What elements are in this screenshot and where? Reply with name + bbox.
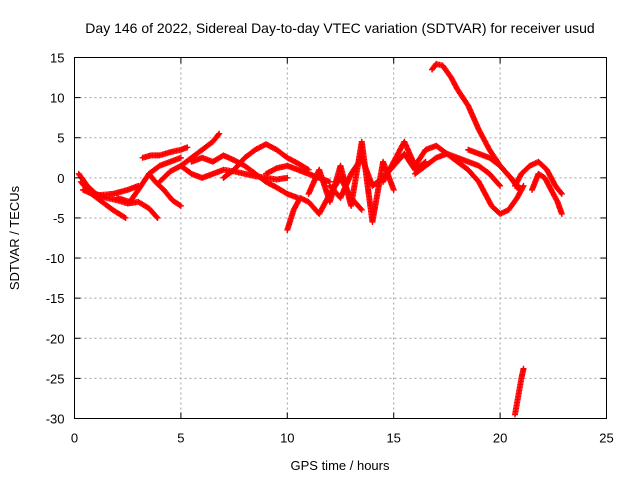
y-tick-label: -5 — [53, 211, 65, 226]
data-point — [122, 214, 129, 221]
series-arc-v — [511, 365, 527, 418]
data-point — [390, 186, 397, 193]
data-point — [216, 130, 223, 137]
axis-ticks: 0 5 10 15 20 25 15 10 5 0 -5 -10 -15 -20 -25 -30 — [46, 51, 614, 446]
y-tick-label: -10 — [46, 251, 65, 266]
data-point — [177, 154, 184, 161]
series-arc-o — [380, 138, 461, 185]
series-arc-c — [80, 182, 142, 199]
data-point — [176, 202, 183, 209]
y-tick-label: 10 — [50, 91, 64, 106]
y-tick-label: -30 — [46, 412, 65, 427]
series-arc-h — [177, 162, 291, 183]
data-point — [153, 213, 160, 220]
data-point — [177, 202, 184, 209]
data-point — [184, 144, 191, 151]
series-arc-j — [220, 141, 312, 181]
data-point — [284, 174, 291, 181]
data-point — [121, 214, 128, 221]
x-tick-label: 25 — [599, 431, 613, 446]
series-arc-d — [114, 154, 184, 205]
data-point — [357, 205, 364, 212]
data-point — [520, 182, 527, 189]
chart-title: Day 146 of 2022, Sidereal Day-to-day VTE… — [85, 20, 594, 36]
data-point — [558, 210, 565, 217]
series-arc-u — [529, 170, 565, 217]
data-point — [215, 131, 222, 138]
data-point — [496, 181, 503, 188]
x-tick-label: 10 — [280, 431, 294, 446]
y-tick-label: 15 — [50, 51, 64, 66]
y-tick-label: -25 — [46, 371, 65, 386]
data-point — [358, 206, 365, 213]
data-point — [154, 214, 161, 221]
x-axis-label: GPS time / hours — [291, 458, 390, 473]
data-point — [518, 186, 525, 193]
plot-frame — [74, 57, 607, 419]
series-arc-t — [511, 158, 565, 197]
data-point — [557, 189, 564, 196]
y-tick-label: 5 — [57, 131, 64, 146]
x-tick-label: 15 — [386, 431, 400, 446]
x-tick-label: 20 — [493, 431, 507, 446]
series-arc-r — [454, 158, 527, 217]
series-arc-e — [139, 144, 191, 161]
data-points — [75, 60, 565, 418]
y-tick-label: 0 — [57, 171, 64, 186]
series-arc-p — [411, 150, 504, 189]
x-tick-label: 5 — [177, 431, 184, 446]
data-point — [497, 182, 504, 189]
data-point — [558, 190, 565, 197]
x-tick-label: 0 — [71, 431, 78, 446]
y-tick-label: -20 — [46, 331, 65, 346]
y-tick-label: -15 — [46, 291, 65, 306]
data-point — [520, 365, 527, 372]
series-arc-f — [145, 170, 184, 209]
data-point — [517, 185, 524, 192]
y-axis-label: SDTVAR / TECUs — [7, 185, 22, 290]
